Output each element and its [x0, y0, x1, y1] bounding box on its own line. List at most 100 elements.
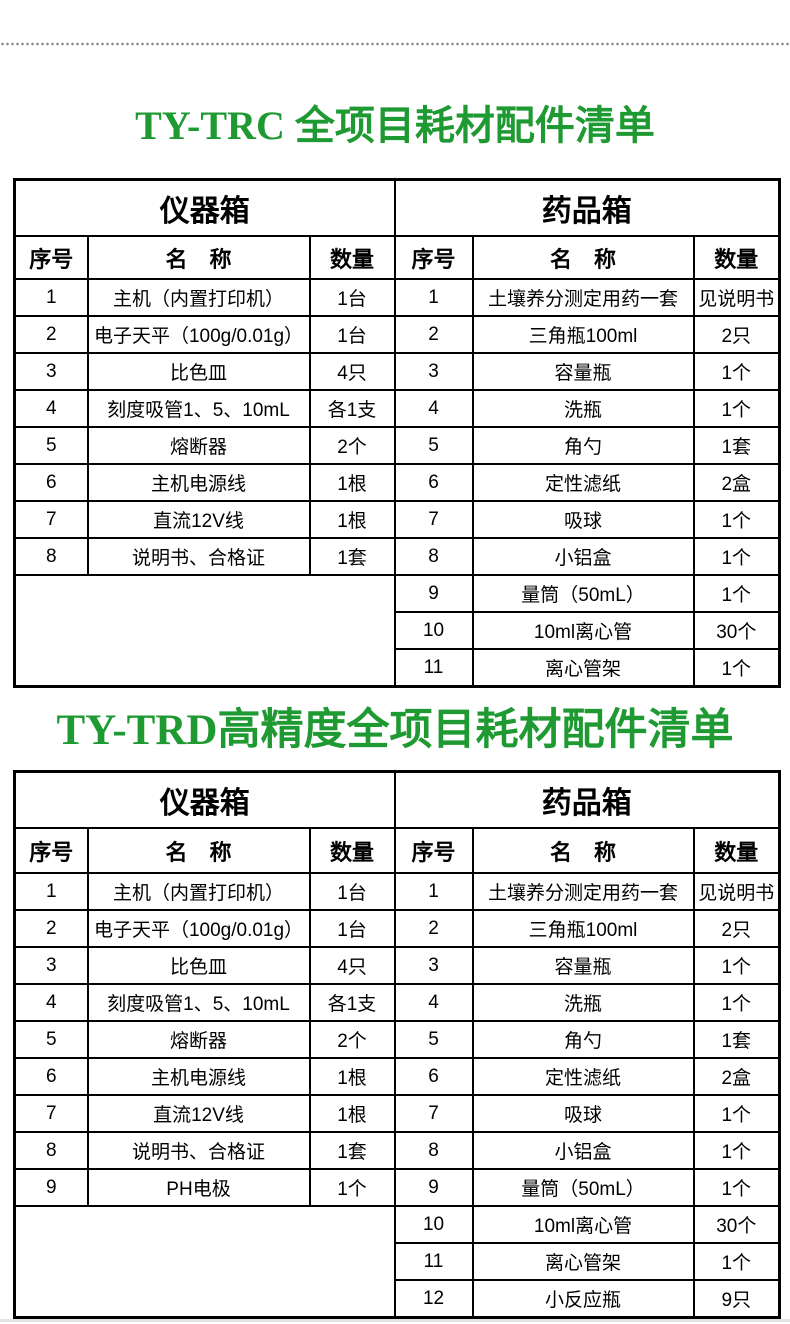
item-qty-cell: 1台 — [308, 315, 396, 354]
item-qty-cell: 见说明书 — [692, 872, 781, 911]
column-header-index: 序号 — [393, 235, 474, 280]
item-qty-cell: 1个 — [692, 648, 781, 688]
table-row: 9 量筒（50mL） 1个 — [13, 574, 781, 688]
item-qty-cell: 4只 — [308, 946, 396, 985]
item-qty-cell: 2只 — [692, 315, 781, 354]
table-row: 8 说明书、合格证 1套 8 小铝盒 1个 — [13, 537, 781, 576]
item-name-cell: 三角瓶100ml — [471, 315, 695, 354]
item-name-cell: 洗瓶 — [471, 389, 695, 428]
row-index-cell: 7 — [13, 1094, 89, 1133]
column-header-name: 名 称 — [86, 235, 311, 280]
row-index-cell: 2 — [393, 315, 474, 354]
column-header-qty: 数量 — [692, 827, 781, 874]
item-name-cell: 容量瓶 — [471, 946, 695, 985]
row-index-cell: 2 — [393, 909, 474, 948]
row-index-cell: 5 — [393, 426, 474, 465]
item-name-cell: 土壤养分测定用药一套 — [471, 872, 695, 911]
item-qty-cell: 1套 — [692, 426, 781, 465]
item-qty-cell: 30个 — [692, 611, 781, 650]
item-qty-cell: 1个 — [692, 500, 781, 539]
row-index-cell: 6 — [393, 463, 474, 502]
item-qty-cell: 30个 — [692, 1205, 781, 1244]
row-index-cell: 1 — [393, 872, 474, 911]
column-header-index: 序号 — [13, 235, 89, 280]
column-header-name: 名 称 — [471, 235, 695, 280]
item-name-cell: 主机（内置打印机） — [86, 872, 311, 911]
table-row: 10 10ml离心管 30个 — [13, 1205, 781, 1319]
item-name-cell: 吸球 — [471, 1094, 695, 1133]
item-name-cell: 主机电源线 — [86, 1057, 311, 1096]
item-qty-cell: 各1支 — [308, 389, 396, 428]
item-name-cell: 刻度吸管1、5、10mL — [86, 389, 311, 428]
table-row: 7 直流12V线 1根 7 吸球 1个 — [13, 1094, 781, 1133]
row-index-cell: 8 — [13, 1131, 89, 1170]
table-row: 5 熔断器 2个 5 角勺 1套 — [13, 426, 781, 465]
item-qty-cell: 2只 — [692, 909, 781, 948]
column-header-qty: 数量 — [308, 235, 396, 280]
row-index-cell: 7 — [393, 500, 474, 539]
item-qty-cell: 1个 — [692, 389, 781, 428]
table-row: 1 主机（内置打印机） 1台 1 土壤养分测定用药一套 见说明书 — [13, 872, 781, 911]
item-name-cell: 定性滤纸 — [471, 1057, 695, 1096]
empty-cell — [13, 1205, 396, 1319]
table-row: 12 小反应瓶 9只 — [15, 1279, 781, 1319]
item-name-cell: 小铝盒 — [471, 1131, 695, 1170]
row-index-cell: 3 — [13, 946, 89, 985]
row-index-cell: 4 — [13, 389, 89, 428]
item-name-cell: 熔断器 — [86, 426, 311, 465]
table-row: 11 离心管架 1个 — [15, 648, 781, 688]
item-qty-cell: 9只 — [692, 1279, 781, 1319]
empty-cell — [13, 574, 396, 688]
item-qty-cell: 2盒 — [692, 1057, 781, 1096]
item-qty-cell: 1根 — [308, 500, 396, 539]
item-name-cell: 角勺 — [471, 1020, 695, 1059]
column-header-qty: 数量 — [692, 235, 781, 280]
row-index-cell: 4 — [393, 389, 474, 428]
table-row: 6 主机电源线 1根 6 定性滤纸 2盒 — [13, 463, 781, 502]
column-header-index: 序号 — [393, 827, 474, 874]
group-header-medicine-box: 药品箱 — [393, 770, 781, 829]
item-qty-cell: 2个 — [308, 1020, 396, 1059]
item-name-cell: 10ml离心管 — [471, 611, 695, 650]
item-qty-cell: 1个 — [692, 1131, 781, 1170]
item-qty-cell: 1套 — [692, 1020, 781, 1059]
group-header-instrument-box: 仪器箱 — [13, 770, 396, 829]
item-qty-cell: 1套 — [308, 1131, 396, 1170]
row-index-cell: 11 — [393, 648, 474, 688]
item-name-cell: 说明书、合格证 — [86, 537, 311, 576]
item-qty-cell: 2盒 — [692, 463, 781, 502]
row-index-cell: 2 — [13, 315, 89, 354]
table-body: 1 主机（内置打印机） 1台 1 土壤养分测定用药一套 见说明书 2 电子天平（100g/0.… — [13, 278, 781, 688]
item-name-cell: 三角瓶100ml — [471, 909, 695, 948]
table-row: 2 电子天平（100g/0.01g） 1台 2 三角瓶100ml 2只 — [13, 315, 781, 354]
item-qty-cell: 1根 — [308, 463, 396, 502]
item-qty-cell: 1台 — [308, 872, 396, 911]
row-index-cell: 2 — [13, 909, 89, 948]
row-index-cell: 8 — [13, 537, 89, 576]
column-header-row: 序号 名 称 数量 序号 名 称 数量 — [13, 827, 781, 874]
item-name-cell: 直流12V线 — [86, 1094, 311, 1133]
table-row: 3 比色皿 4只 3 容量瓶 1个 — [13, 352, 781, 391]
row-index-cell: 5 — [13, 1020, 89, 1059]
row-index-cell: 10 — [393, 611, 474, 650]
column-header-name: 名 称 — [471, 827, 695, 874]
row-index-cell: 4 — [13, 983, 89, 1022]
item-name-cell: 直流12V线 — [86, 500, 311, 539]
row-index-cell: 1 — [13, 278, 89, 317]
item-name-cell: PH电极 — [86, 1168, 311, 1207]
item-qty-cell: 1台 — [308, 909, 396, 948]
section-title-trc: TY-TRC 全项目耗材配件清单 — [135, 103, 655, 148]
item-qty-cell: 见说明书 — [692, 278, 781, 317]
item-name-cell: 土壤养分测定用药一套 — [471, 278, 695, 317]
item-name-cell: 量筒（50mL） — [471, 574, 695, 613]
item-qty-cell: 1套 — [308, 537, 396, 576]
row-index-cell: 3 — [393, 352, 474, 391]
table-row: 6 主机电源线 1根 6 定性滤纸 2盒 — [13, 1057, 781, 1096]
item-qty-cell: 1个 — [692, 1094, 781, 1133]
row-index-cell: 9 — [393, 574, 474, 613]
item-qty-cell: 1台 — [308, 278, 396, 317]
item-name-cell: 说明书、合格证 — [86, 1131, 311, 1170]
column-header-name: 名 称 — [86, 827, 311, 874]
table-row: 1 主机（内置打印机） 1台 1 土壤养分测定用药一套 见说明书 — [13, 278, 781, 317]
